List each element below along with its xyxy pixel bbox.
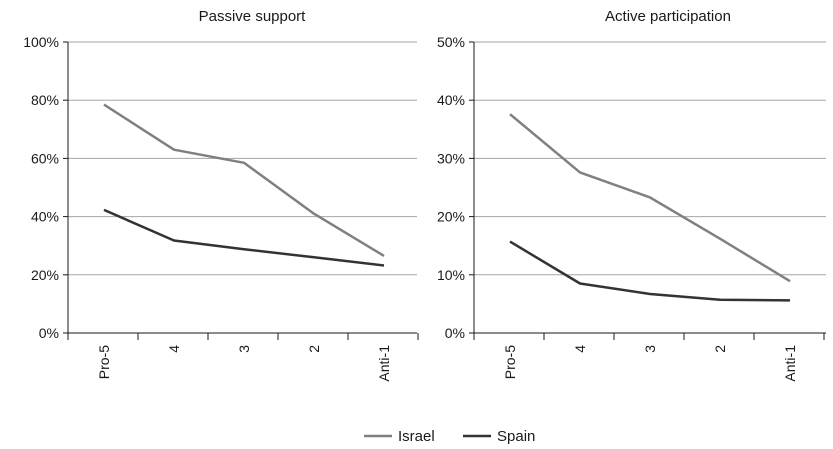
x-tick-label: Pro-5 bbox=[502, 345, 518, 379]
x-tick-label: 4 bbox=[166, 345, 182, 353]
y-tick-label: 10% bbox=[437, 267, 465, 283]
y-tick-label: 50% bbox=[437, 34, 465, 50]
series-line-spain bbox=[509, 240, 791, 302]
x-tick-label: Anti-1 bbox=[376, 345, 392, 382]
series-line-israel bbox=[103, 103, 385, 257]
legend-label-spain: Spain bbox=[497, 428, 535, 445]
y-tick-label: 80% bbox=[31, 92, 59, 108]
y-tick-label: 0% bbox=[445, 325, 465, 341]
y-tick-label: 0% bbox=[39, 325, 59, 341]
chart-title: Active participation bbox=[605, 8, 731, 25]
x-tick-label: 4 bbox=[572, 345, 588, 353]
series-line-israel bbox=[509, 113, 791, 283]
x-tick-label: 2 bbox=[712, 345, 728, 353]
chart-title: Passive support bbox=[199, 8, 307, 25]
y-tick-label: 20% bbox=[31, 267, 59, 283]
y-tick-label: 100% bbox=[23, 34, 59, 50]
x-tick-label: 2 bbox=[306, 345, 322, 353]
active-participation-panel: Active participation 0% 10% 20% 30% 40% 50% Pr… bbox=[437, 8, 826, 382]
x-tick-label: Pro-5 bbox=[96, 345, 112, 379]
x-tick-label: 3 bbox=[642, 345, 658, 353]
legend-label-israel: Israel bbox=[398, 428, 435, 445]
y-tick-label: 40% bbox=[31, 209, 59, 225]
y-tick-label: 60% bbox=[31, 150, 59, 166]
series-line-spain bbox=[103, 208, 385, 267]
y-tick-label: 30% bbox=[437, 150, 465, 166]
x-tick-label: Anti-1 bbox=[782, 345, 798, 382]
legend: Israel Spain bbox=[364, 428, 535, 445]
y-tick-label: 20% bbox=[437, 209, 465, 225]
x-tick-label: 3 bbox=[236, 345, 252, 353]
passive-support-panel: Passive support 0% 20% 40% 60% 80% 100% Pro-5 4… bbox=[23, 8, 419, 382]
y-tick-label: 40% bbox=[437, 92, 465, 108]
